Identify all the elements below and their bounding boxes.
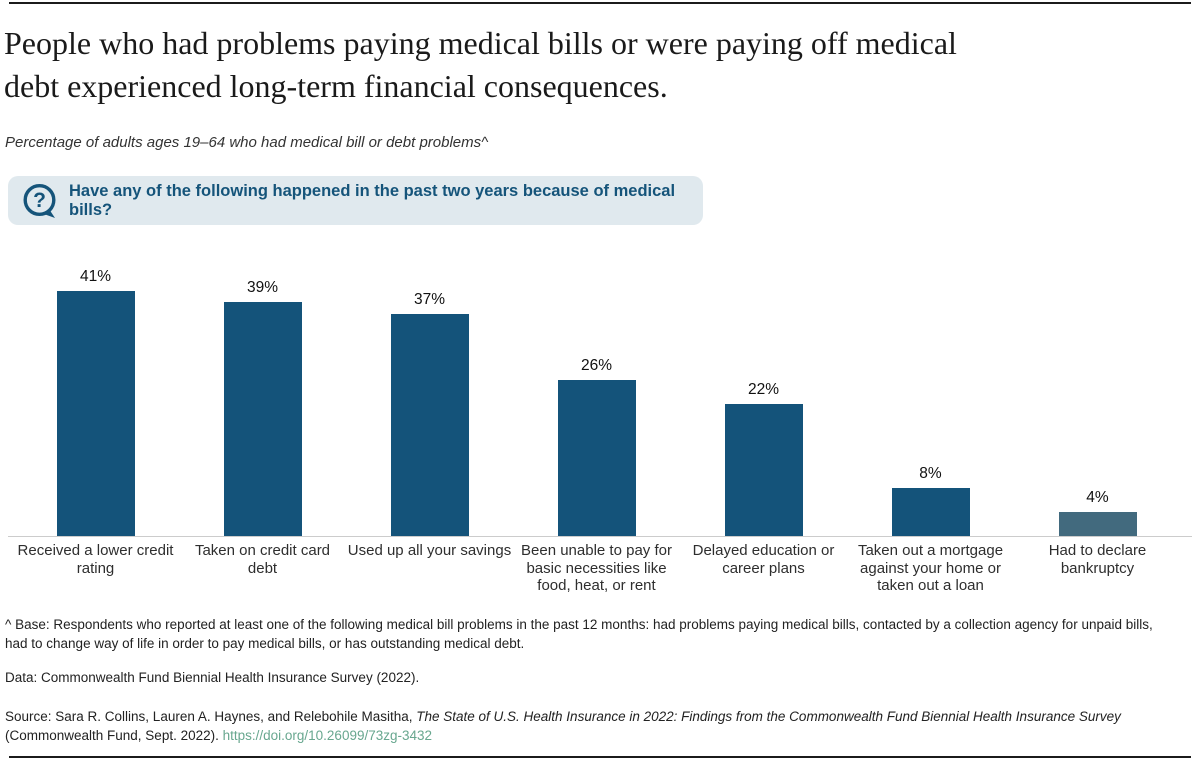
bar-stack: 39% (223, 268, 302, 536)
bar-stack: 8% (891, 268, 970, 536)
bar-category-label: Taken out a mortgage against your home o… (857, 542, 1004, 594)
question-banner-text: Have any of the following happened in th… (69, 181, 676, 219)
top-rule (9, 2, 1191, 4)
bar (56, 291, 135, 536)
bar-column: 41% Received a lower credit rating (12, 268, 179, 595)
bar-chart: 41% Received a lower credit rating 39% Take… (12, 268, 1181, 595)
bar-value-label: 4% (1086, 489, 1109, 506)
bar (223, 302, 302, 536)
bottom-rule (9, 756, 1191, 758)
svg-text:?: ? (33, 189, 46, 212)
page-title-line-1: People who had problems paying medical b… (4, 25, 957, 61)
bar-value-label: 8% (919, 465, 942, 482)
bar-value-label: 37% (413, 291, 446, 308)
bar (1058, 512, 1137, 536)
bar-stack: 41% (56, 268, 135, 536)
bar-value-label: 22% (747, 381, 780, 398)
bar-value-label: 26% (580, 357, 613, 374)
bar-value-label: 41% (79, 268, 112, 285)
doi-link[interactable]: https://doi.org/10.26099/73zg-3432 (222, 727, 433, 743)
bar-stack: 4% (1058, 268, 1137, 536)
bar-category-label: Been unable to pay for basic necessities… (521, 542, 672, 594)
bar-category-label: Had to declare bankruptcy (1048, 542, 1147, 577)
bar-category-label: Delayed education or career plans (692, 542, 835, 577)
question-bubble-icon: ? (20, 181, 60, 221)
chart-subtitle: Percentage of adults ages 19–64 who had … (5, 134, 489, 151)
chart-baseline (8, 536, 1192, 537)
bar-column: 22% Delayed education or career plans (680, 268, 847, 595)
bar-column: 26% Been unable to pay for basic necessit… (513, 268, 680, 595)
page-title-line-2: debt experienced long-term financial con… (4, 68, 668, 104)
bar-category-label: Taken on credit card debt (194, 542, 331, 577)
bar-column: 39% Taken on credit card debt (179, 268, 346, 595)
bar-column: 8% Taken out a mortgage against your home… (847, 268, 1014, 595)
bar-column: 37% Used up all your savings (346, 268, 513, 595)
source-title-italic: The State of U.S. Health Insurance in 20… (416, 709, 1121, 724)
source-suffix: (Commonwealth Fund, Sept. 2022). (5, 727, 223, 743)
bar-stack: 22% (724, 268, 803, 536)
bar-value-label: 39% (246, 279, 279, 296)
bar-stack: 26% (557, 268, 636, 536)
bar-stack: 37% (390, 268, 469, 536)
page-title: People who had problems paying medical b… (4, 22, 1164, 108)
base-footnote: ^ Base: Respondents who reported at leas… (5, 617, 1153, 651)
bar (390, 314, 469, 536)
source-note: Source: Sara R. Collins, Lauren A. Hayne… (5, 708, 1185, 745)
bar (891, 488, 970, 536)
question-banner: ? Have any of the following happened in … (8, 176, 703, 225)
data-note: Data: Commonwealth Fund Biennial Health … (5, 670, 420, 685)
bar (557, 380, 636, 536)
bar-category-label: Received a lower credit rating (17, 542, 174, 577)
bar (724, 404, 803, 536)
bar-column: 4% Had to declare bankruptcy (1014, 268, 1181, 595)
bar-category-label: Used up all your savings (347, 542, 512, 559)
source-prefix: Source: Sara R. Collins, Lauren A. Hayne… (5, 709, 417, 724)
